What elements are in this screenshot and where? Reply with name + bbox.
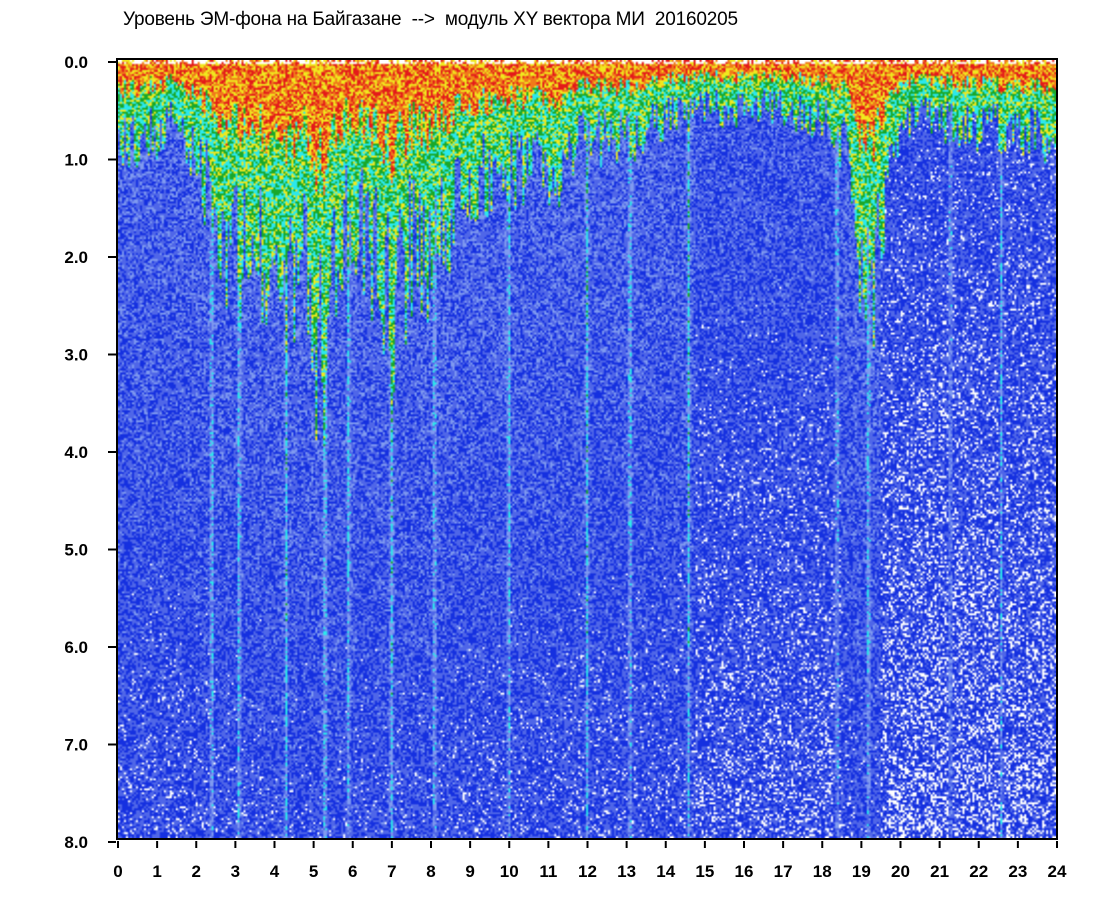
x-tick-label: 18 [813, 862, 832, 881]
x-tick-label: 1 [152, 862, 161, 881]
x-tick-label: 15 [695, 862, 714, 881]
x-tick-label: 20 [891, 862, 910, 881]
y-tick-label: 6.0 [64, 638, 88, 657]
y-tick-label: 5.0 [64, 541, 88, 560]
plot-area [116, 58, 1058, 840]
x-tick-label: 12 [578, 862, 597, 881]
y-tick-label: 0.0 [64, 53, 88, 72]
x-tick-label: 16 [735, 862, 754, 881]
x-tick-label: 4 [270, 862, 280, 881]
y-tick-label: 8.0 [64, 833, 88, 852]
y-tick-label: 3.0 [64, 346, 88, 365]
x-tick-label: 24 [1048, 862, 1067, 881]
x-tick-label: 17 [774, 862, 793, 881]
x-axis: 0 1 2 3 4 5 6 7 8 9 10 11 12 13 14 15 16 17 18 19 20 21 22 23 24 [113, 841, 1067, 881]
x-tick-label: 7 [387, 862, 396, 881]
y-tick-label: 7.0 [64, 736, 88, 755]
x-tick-label: 6 [348, 862, 357, 881]
x-tick-label: 3 [231, 862, 240, 881]
y-tick-label: 4.0 [64, 443, 88, 462]
chart-title: Уровень ЭМ-фона на Байгазане --> модуль … [123, 9, 738, 30]
x-tick-label: 14 [656, 862, 675, 881]
x-tick-label: 0 [113, 862, 122, 881]
x-tick-label: 2 [192, 862, 201, 881]
x-tick-label: 9 [465, 862, 474, 881]
x-tick-label: 21 [930, 862, 949, 881]
x-tick-label: 19 [852, 862, 871, 881]
x-tick-label: 5 [309, 862, 318, 881]
x-tick-label: 13 [617, 862, 636, 881]
y-tick-label: 1.0 [64, 151, 88, 170]
x-tick-label: 8 [426, 862, 435, 881]
x-tick-label: 22 [969, 862, 988, 881]
x-tick-label: 10 [500, 862, 519, 881]
y-tick-label: 2.0 [64, 248, 88, 267]
x-tick-label: 11 [539, 862, 557, 881]
x-tick-label: 23 [1008, 862, 1027, 881]
spectrogram-heatmap [118, 60, 1056, 838]
y-axis: 0.0 1.0 2.0 3.0 4.0 5.0 6.0 7.0 8.0 [64, 53, 116, 852]
